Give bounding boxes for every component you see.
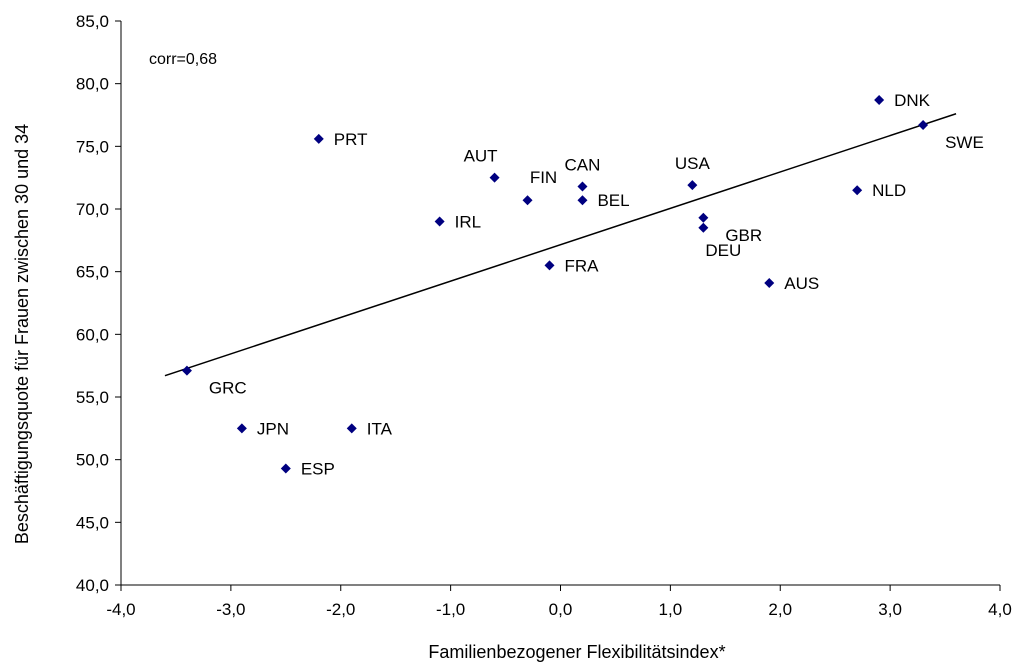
point-label-swe: SWE (945, 133, 984, 152)
correlation-annotation: corr=0,68 (149, 51, 217, 68)
point-label-aut: AUT (464, 147, 498, 166)
x-tick-label: 4,0 (988, 600, 1012, 619)
point-label-deu: DEU (705, 241, 741, 260)
y-tick-label: 75,0 (76, 137, 109, 156)
data-point-aut (489, 172, 500, 183)
x-tick-label: -3,0 (216, 600, 245, 619)
y-tick-label: 65,0 (76, 263, 109, 282)
y-tick-label: 50,0 (76, 451, 109, 470)
data-point-jpn (236, 423, 247, 434)
point-label-irl: IRL (455, 213, 481, 232)
y-tick-label: 70,0 (76, 200, 109, 219)
x-tick-label: -4,0 (106, 600, 135, 619)
tick-labels: 40,0 45,0 50,0 55,0 60,0 65,0 70,0 75,0 80,0 85,0… (76, 12, 1012, 619)
x-tick-label: 3,0 (878, 600, 902, 619)
y-axis-title: Beschäftigungsquote für Frauen zwischen … (12, 124, 32, 544)
point-label-grc: GRC (209, 379, 247, 398)
x-tick-label: 1,0 (659, 600, 683, 619)
data-point-esp (280, 463, 291, 474)
y-tick-label: 80,0 (76, 75, 109, 94)
data-point-gbr (698, 212, 709, 223)
data-point-ita (346, 423, 357, 434)
point-label-can: CAN (565, 155, 601, 174)
data-point-prt (313, 133, 324, 144)
data-point-dnk (874, 94, 885, 105)
data-points (181, 94, 929, 474)
point-label-gbr: GBR (725, 226, 762, 245)
point-label-prt: PRT (334, 130, 368, 149)
axes (115, 20, 1001, 591)
y-tick-label: 40,0 (76, 576, 109, 595)
point-label-jpn: JPN (257, 419, 289, 438)
data-point-deu (698, 222, 709, 233)
y-tick-label: 60,0 (76, 325, 109, 344)
data-point-aus (764, 277, 775, 288)
point-label-aus: AUS (784, 274, 819, 293)
point-label-esp: ESP (301, 459, 335, 478)
point-label-nld: NLD (872, 181, 906, 200)
point-label-ita: ITA (367, 419, 393, 438)
data-point-fra (544, 260, 555, 271)
point-label-fra: FRA (565, 256, 600, 275)
data-point-swe (918, 120, 929, 131)
data-point-can (577, 181, 588, 192)
x-tick-label: 2,0 (768, 600, 792, 619)
data-point-usa (687, 180, 698, 191)
y-tick-label: 55,0 (76, 388, 109, 407)
data-point-grc (181, 365, 192, 376)
point-label-fin: FIN (530, 168, 557, 187)
data-point-irl (434, 216, 445, 227)
trendline-layer (164, 113, 957, 377)
point-label-bel: BEL (597, 191, 629, 210)
point-label-dnk: DNK (894, 91, 931, 110)
x-tick-label: 0,0 (549, 600, 573, 619)
x-tick-label: -2,0 (326, 600, 355, 619)
x-tick-label: -1,0 (436, 600, 465, 619)
y-tick-label: 85,0 (76, 12, 109, 31)
trendline (164, 113, 957, 377)
y-tick-label: 45,0 (76, 513, 109, 532)
point-label-usa: USA (675, 154, 711, 173)
x-axis-title: Familienbezogener Flexibilitätsindex* (428, 642, 725, 662)
data-point-fin (522, 195, 533, 206)
data-point-bel (577, 195, 588, 206)
data-point-nld (852, 185, 863, 196)
